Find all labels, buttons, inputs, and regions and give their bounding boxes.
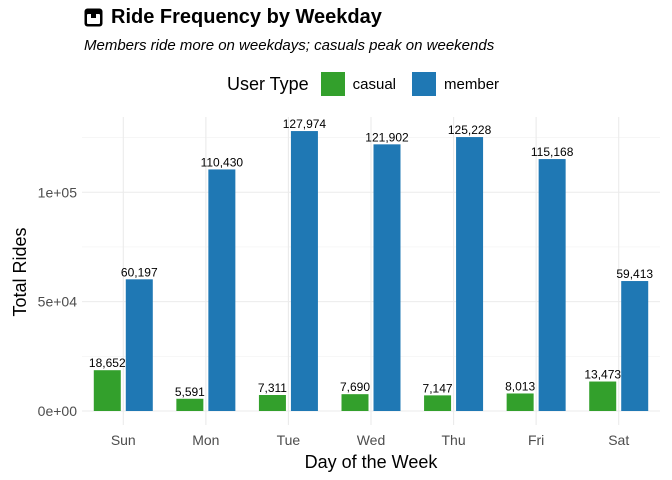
chart-title-text: Ride Frequency by Weekday	[111, 6, 382, 28]
legend-item-casual: casual	[320, 72, 397, 96]
legend-label-member: member	[444, 75, 500, 93]
x-tick-label: Sat	[608, 432, 629, 448]
value-label-member-fri: 115,168	[531, 145, 574, 159]
value-label-member-sun: 60,197	[121, 265, 158, 279]
x-tick-label: Thu	[442, 432, 466, 448]
bar-casual-sun	[93, 370, 121, 411]
legend-title: User Type	[226, 73, 309, 94]
x-tick-label: Tue	[277, 432, 301, 448]
value-label-casual-wed: 7,690	[340, 380, 370, 394]
x-axis-title: Day of the Week	[305, 452, 439, 472]
legend-key-member	[412, 72, 437, 96]
legend-item-member: member	[412, 72, 499, 96]
bar-casual-fri	[506, 393, 534, 411]
value-label-casual-sun: 18,652	[89, 356, 126, 370]
bar-casual-wed	[341, 394, 369, 411]
value-label-member-mon: 110,430	[201, 155, 244, 169]
bar-casual-thu	[424, 395, 452, 411]
y-axis-title: Total Rides	[10, 227, 30, 316]
x-tick-label: Mon	[192, 432, 219, 448]
x-tick-label: Fri	[528, 432, 544, 448]
value-label-casual-thu: 7,147	[423, 381, 453, 395]
bar-member-sun	[125, 279, 153, 411]
bar-member-fri	[538, 159, 566, 411]
bar-member-wed	[373, 144, 401, 412]
bar-casual-sat	[589, 381, 617, 411]
bar-member-sat	[621, 281, 649, 411]
value-labels: 18,652 60,197 5,591 110,430 7,311 127,974 7,69…	[89, 117, 653, 399]
bar-member-thu	[456, 137, 484, 411]
grid	[82, 117, 660, 425]
y-axis-ticks: 0e+00 5e+04 1e+05	[38, 184, 78, 419]
legend: User Type casual member	[0, 72, 672, 96]
value-label-member-sat: 59,413	[616, 267, 653, 281]
value-label-casual-mon: 5,591	[175, 385, 205, 399]
box-icon	[84, 8, 103, 27]
bar-casual-mon	[176, 398, 204, 411]
chart-subtitle: Members ride more on weekdays; casuals p…	[84, 37, 495, 54]
value-label-casual-sat: 13,473	[584, 368, 621, 382]
bar-casual-tue	[258, 395, 286, 411]
value-label-casual-tue: 7,311	[258, 381, 287, 395]
x-axis-ticks: Sun Mon Tue Wed Thu Fri Sat	[111, 432, 630, 448]
legend-key-casual	[320, 72, 345, 96]
value-label-member-wed: 121,902	[365, 130, 409, 144]
bars	[93, 131, 649, 412]
x-tick-label: Wed	[357, 432, 386, 448]
chart-title: Ride Frequency by Weekday	[84, 6, 382, 29]
value-label-casual-fri: 8,013	[505, 379, 535, 393]
legend-label-casual: casual	[352, 75, 397, 93]
y-tick-label: 1e+05	[38, 184, 78, 200]
y-tick-label: 0e+00	[38, 403, 78, 419]
value-label-member-thu: 125,228	[448, 123, 492, 137]
bar-member-tue	[290, 131, 318, 411]
bar-member-mon	[208, 169, 236, 411]
value-label-member-tue: 127,974	[283, 117, 327, 131]
x-tick-label: Sun	[111, 432, 136, 448]
y-tick-label: 5e+04	[38, 294, 78, 310]
